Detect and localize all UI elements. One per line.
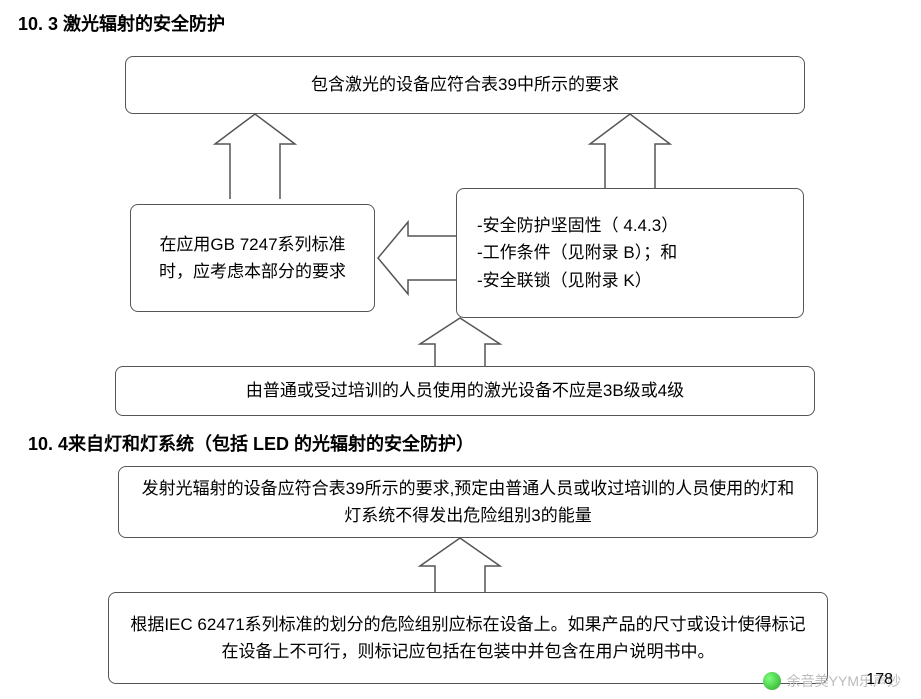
arrow-up-from-3b4 xyxy=(420,318,500,366)
node-safety-list: -安全防护坚固性（ 4.4.3） -工作条件（见附录 B）；和 -安全联锁（见附… xyxy=(456,188,804,318)
watermark-icon xyxy=(763,672,781,690)
node-iec62471: 根据IEC 62471系列标准的划分的危险组别应标在设备上。如果产品的尺寸或设计… xyxy=(108,592,828,684)
arrow-left xyxy=(378,228,458,288)
node-led-requirement: 发射光辐射的设备应符合表39所示的要求,预定由普通人员或收过培训的人员使用的灯和… xyxy=(118,466,818,538)
node-3b-4-class: 由普通或受过培训的人员使用的激光设备不应是3B级或4级 xyxy=(115,366,815,416)
arrow-up-104 xyxy=(420,538,500,592)
safety-line-2: -工作条件（见附录 B）；和 xyxy=(477,239,783,266)
node-gb7247: 在应用GB 7247系列标准时，应考虑本部分的要求 xyxy=(130,204,375,312)
safety-line-1: -安全防护坚固性（ 4.4.3） xyxy=(477,212,783,239)
page-number: 178 xyxy=(866,671,893,689)
section-103-heading: 10. 3 激光辐射的安全防护 xyxy=(18,10,225,36)
node-laser-requirement: 包含激光的设备应符合表39中所示的要求 xyxy=(125,56,805,114)
arrow-up-left xyxy=(215,114,295,204)
arrow-up-right xyxy=(590,114,670,188)
section-104-heading: 10. 4来自灯和灯系统（包括 LED 的光辐射的安全防护） xyxy=(28,430,474,456)
safety-line-3: -安全联锁（见附录 K） xyxy=(477,267,783,294)
